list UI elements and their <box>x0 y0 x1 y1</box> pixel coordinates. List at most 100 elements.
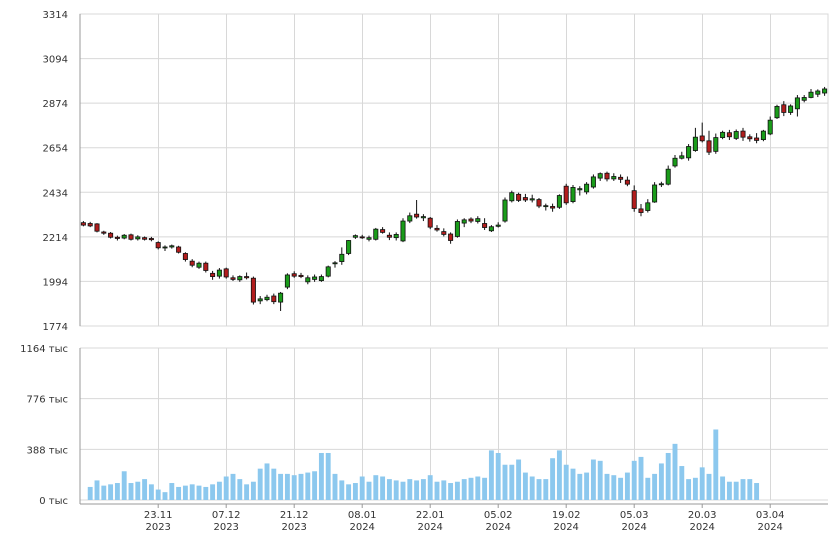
volume-bar <box>101 485 107 500</box>
candle-body <box>482 223 488 228</box>
volume-bar <box>393 480 399 500</box>
candle-body <box>808 91 814 98</box>
volume-tick-label: 1164 тыс <box>20 344 68 355</box>
volume-bar <box>495 452 501 500</box>
volume-bar <box>516 459 522 500</box>
volume-bar <box>142 479 148 500</box>
candle-body <box>182 253 188 260</box>
candle-body <box>679 155 685 159</box>
candle-body <box>706 140 712 153</box>
candle-body <box>556 195 562 208</box>
volume-bar <box>162 492 168 500</box>
volume-bar <box>482 477 488 500</box>
candle-body <box>114 236 120 239</box>
volume-bar <box>692 477 698 500</box>
volume-bar <box>108 484 114 500</box>
volume-bar <box>699 467 705 500</box>
candle-body <box>638 208 644 213</box>
x-tick-day-label: 20.03 <box>688 510 717 521</box>
volume-bar <box>237 479 243 500</box>
volume-bar <box>543 479 549 500</box>
volume-bar <box>257 468 263 500</box>
candle-body <box>210 272 216 277</box>
candle-body <box>203 262 209 271</box>
candle-body <box>774 105 780 119</box>
candle-body <box>611 176 617 180</box>
candle-body <box>427 217 433 228</box>
volume-bar <box>427 475 433 500</box>
candle-body <box>495 224 501 227</box>
candle-body <box>278 292 284 303</box>
volume-bar <box>672 443 678 500</box>
volume-bar <box>563 464 569 500</box>
candle-body <box>420 216 426 219</box>
volume-bar <box>468 477 474 500</box>
volume-bar <box>434 481 440 500</box>
candle-body <box>563 185 569 204</box>
x-tick-year-label: 2024 <box>485 522 510 533</box>
volume-bar <box>223 476 229 500</box>
candle-body <box>162 246 168 249</box>
candle-body <box>128 234 134 240</box>
volume-bar <box>665 452 671 500</box>
volume-bar <box>380 476 386 500</box>
candle-body <box>767 119 773 135</box>
volume-bar <box>278 473 284 500</box>
volume-bar <box>325 452 331 500</box>
candle-body <box>454 221 460 237</box>
candle-body <box>216 269 222 277</box>
candle-body <box>618 176 624 180</box>
candle-body <box>135 236 141 240</box>
candle-body <box>142 237 148 240</box>
volume-bar <box>577 473 583 500</box>
volume-bar <box>373 475 379 500</box>
candle-body <box>339 253 345 262</box>
volume-bar <box>652 473 658 500</box>
candle-body <box>400 220 406 242</box>
candle-body <box>196 262 202 268</box>
candle-body <box>801 97 807 101</box>
volume-bar <box>121 471 127 500</box>
volume-bar <box>196 485 202 500</box>
candle-body <box>250 277 256 303</box>
candle-body <box>781 104 787 113</box>
volume-bar <box>400 481 406 500</box>
volume-bar <box>216 481 222 500</box>
candle-body <box>754 137 760 141</box>
candle-body <box>87 223 93 227</box>
volume-bar <box>346 484 352 500</box>
volume-bar <box>529 476 535 500</box>
volume-bar <box>597 460 603 500</box>
x-tick-year-label: 2024 <box>621 522 646 533</box>
volume-bar <box>420 479 426 500</box>
volume-bar <box>210 484 216 500</box>
volume-bar <box>203 486 209 500</box>
volume-bar <box>244 484 250 500</box>
volume-bar <box>128 483 134 500</box>
volume-bar <box>522 472 528 500</box>
volume-bar <box>658 463 664 500</box>
x-tick-day-label: 22.01 <box>416 510 445 521</box>
price-tick-label: 1774 <box>43 322 68 333</box>
candle-body <box>318 276 324 282</box>
candle-body <box>590 176 596 188</box>
volume-bar <box>536 479 542 500</box>
candle-body <box>536 199 542 207</box>
volume-bar <box>189 484 195 500</box>
volume-bar <box>550 458 556 500</box>
candle-body <box>359 236 365 239</box>
volume-bar <box>638 456 644 500</box>
candle-body <box>414 213 420 218</box>
volume-bar <box>556 450 562 500</box>
candle-body <box>108 232 114 238</box>
volume-bar <box>176 486 182 500</box>
volume-bar <box>502 464 508 500</box>
x-tick-day-label: 03.04 <box>756 510 785 521</box>
price-tick-label: 3314 <box>43 10 68 21</box>
volume-tick-label: 776 тыс <box>27 395 68 406</box>
x-tick-year-label: 2024 <box>757 522 782 533</box>
candle-body <box>475 218 481 222</box>
volume-bar <box>747 479 753 500</box>
candle-body <box>645 202 651 211</box>
